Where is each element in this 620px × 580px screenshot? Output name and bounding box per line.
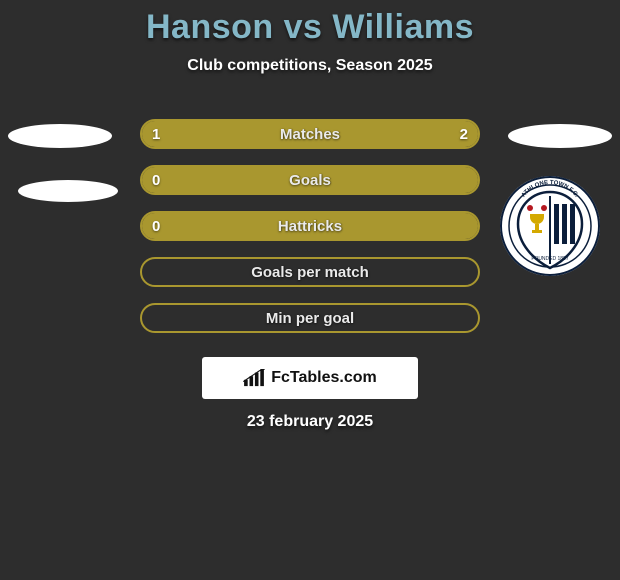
bar-label: Min per goal: [142, 305, 478, 331]
stat-bar: Min per goal: [140, 303, 480, 333]
comparison-card: Hanson vs Williams Club competitions, Se…: [0, 0, 620, 440]
bar-left-value: 0: [152, 167, 160, 193]
bar-right-value: 2: [460, 121, 468, 147]
bar-label: Goals: [142, 167, 478, 193]
page-subtitle: Club competitions, Season 2025: [0, 57, 620, 75]
page-title: Hanson vs Williams: [0, 8, 620, 47]
bar-label: Hattricks: [142, 213, 478, 239]
bar-label: Matches: [142, 121, 478, 147]
bar-left-value: 1: [152, 121, 160, 147]
bars-icon: [243, 369, 265, 387]
stat-bar: Goals per match: [140, 257, 480, 287]
bars-container: Matches12Goals0Hattricks0Goals per match…: [140, 119, 480, 349]
brand-badge: FcTables.com: [202, 357, 418, 399]
stat-bar: Hattricks0: [140, 211, 480, 241]
date-text: 23 february 2025: [0, 413, 620, 431]
bar-left-value: 0: [152, 213, 160, 239]
bars-stage: Matches12Goals0Hattricks0Goals per match…: [0, 119, 620, 339]
stat-bar: Matches1 2: [140, 119, 480, 149]
bar-label: Goals per match: [142, 259, 478, 285]
stat-bar: Goals0: [140, 165, 480, 195]
brand-text: FcTables.com: [271, 369, 377, 387]
